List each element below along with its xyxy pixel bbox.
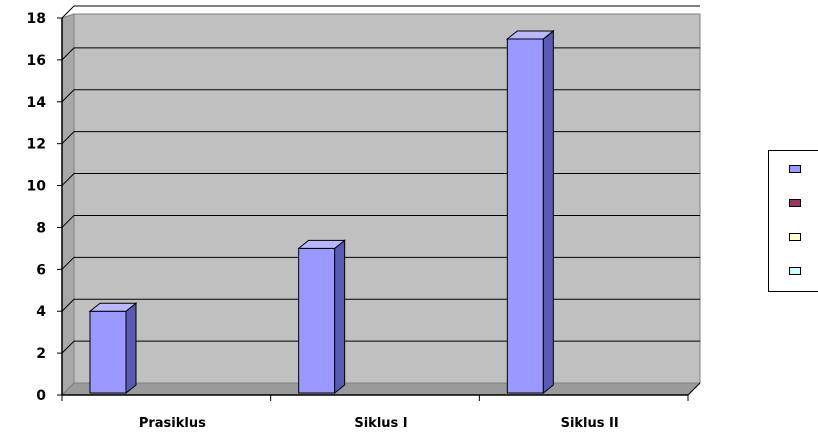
- side-wall: [61, 13, 75, 397]
- labels: 0 2 4 6 8 10 12 14 16 18 Prasiklus Siklus I Siklus I…: [27, 11, 619, 431]
- gridline: [61, 298, 700, 312]
- axes: [57, 17, 701, 401]
- legend-swatch-series-3: [789, 233, 801, 241]
- bar-top: [505, 30, 555, 40]
- bar-top: [297, 239, 347, 249]
- x-axis-depth-line: [687, 382, 701, 396]
- y-tick-label: 4: [36, 304, 46, 320]
- legend-swatch-series-4: [789, 267, 801, 275]
- x-tick-label: Siklus I: [354, 416, 407, 431]
- bars: [88, 29, 555, 395]
- gridline: [61, 173, 700, 186]
- y-tick-label: 8: [36, 220, 46, 236]
- y-tick-label: 18: [27, 11, 46, 27]
- legend: [768, 150, 818, 292]
- gridlines: [61, 5, 700, 354]
- gridline: [61, 256, 700, 270]
- bar-side: [125, 302, 137, 395]
- gridline: [61, 340, 700, 354]
- bar-top: [88, 302, 138, 312]
- bar: [89, 310, 127, 394]
- y-tick-label: 14: [27, 95, 47, 111]
- bar: [298, 247, 336, 394]
- y-tick-label: 0: [36, 388, 46, 404]
- plot-area: [60, 13, 702, 397]
- floor: [60, 382, 702, 396]
- y-tick-label: 12: [27, 137, 46, 153]
- y-tick-label: 2: [36, 346, 46, 362]
- legend-swatch-series-2: [789, 199, 801, 207]
- y-tick-label: 16: [27, 53, 46, 69]
- y-tick-label: 10: [27, 179, 47, 195]
- y-tick-label: 6: [36, 262, 46, 278]
- bar-side: [334, 239, 346, 395]
- back-wall: [73, 13, 701, 384]
- bar-side: [542, 29, 554, 395]
- x-tick-label: Prasiklus: [139, 416, 206, 431]
- bar: [506, 38, 544, 394]
- gridline: [61, 89, 700, 103]
- x-tick-label: Siklus II: [561, 416, 619, 431]
- gridline: [61, 214, 700, 228]
- legend-swatch-series-1: [789, 165, 801, 173]
- gridline: [61, 47, 700, 61]
- gridline: [61, 5, 700, 19]
- gridline: [61, 131, 700, 145]
